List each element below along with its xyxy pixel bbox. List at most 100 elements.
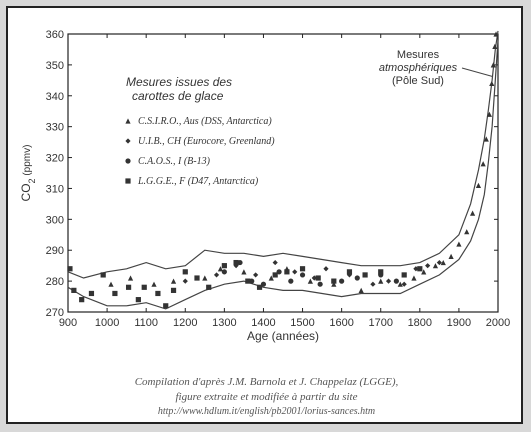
data-point-square <box>71 287 77 293</box>
y-tick-label: 350 <box>46 60 64 72</box>
data-point-triangle <box>483 136 489 142</box>
data-point-square <box>272 272 278 278</box>
data-point-square <box>401 272 407 278</box>
data-point-circle <box>317 281 323 287</box>
data-point-triangle <box>440 259 446 266</box>
y-tick-label: 330 <box>46 122 64 134</box>
data-point-triangle <box>411 275 417 281</box>
data-point-square <box>155 290 161 297</box>
y-tick-label: 320 <box>46 153 64 165</box>
x-tick-label: 1400 <box>251 317 275 329</box>
data-point-square <box>362 272 368 278</box>
data-point-square <box>284 269 290 275</box>
x-tick-label: 900 <box>59 317 77 329</box>
data-point-square <box>299 266 306 272</box>
data-point-triangle <box>127 275 134 281</box>
data-point-triangle <box>202 275 208 281</box>
data-point-circle <box>249 278 255 284</box>
data-point-square <box>378 269 384 275</box>
x-tick-label: 1100 <box>134 317 158 329</box>
data-point-diamond <box>385 278 392 284</box>
data-point-square <box>67 266 73 272</box>
data-point-square <box>206 284 212 290</box>
data-point-circle <box>260 281 267 287</box>
y-tick-label: 310 <box>46 183 64 195</box>
data-point-square <box>315 275 321 281</box>
data-point-triangle <box>331 281 337 287</box>
annotation-line-2: atmosphériques <box>379 62 458 74</box>
legend-marker-diamond <box>125 138 131 144</box>
x-axis-label: Age (années) <box>247 329 319 343</box>
data-point-triangle <box>456 241 462 247</box>
data-point-square <box>221 263 227 269</box>
x-tick-label: 1000 <box>95 317 119 329</box>
data-point-circle <box>393 278 399 284</box>
y-tick-label: 290 <box>46 245 64 257</box>
data-point-circle <box>299 272 306 278</box>
data-point-square <box>163 303 169 309</box>
data-point-square <box>245 278 251 284</box>
data-point-circle <box>276 269 282 275</box>
data-point-square <box>100 272 106 278</box>
data-point-diamond <box>182 278 188 284</box>
data-point-triangle <box>432 263 439 269</box>
y-tick-label: 270 <box>46 307 64 319</box>
data-point-square <box>182 269 188 275</box>
data-point-triangle <box>151 281 157 287</box>
data-point-diamond <box>436 259 442 266</box>
legend-title-line-2: carottes de glace <box>132 89 224 103</box>
x-tick-label: 1200 <box>173 317 197 329</box>
data-point-square <box>125 284 132 290</box>
caption-line-1: Compilation d'après J.M. Barnola et J. C… <box>134 376 399 388</box>
data-point-triangle <box>464 229 470 235</box>
data-point-triangle <box>378 278 384 284</box>
caption-line-2: figure extraite et modifiée à partir du … <box>175 391 358 403</box>
data-point-triangle <box>480 161 486 167</box>
data-point-diamond <box>413 266 419 272</box>
data-point-diamond <box>213 272 220 278</box>
co2-chart: 900 1000 1100 1200 1300 1400 1500 1600 1700 1800 1… <box>19 29 510 343</box>
chart-frame: 900 1000 1100 1200 1300 1400 1500 1600 1700 1800 1… <box>6 6 523 424</box>
data-point-square <box>135 297 141 303</box>
data-point-triangle <box>469 210 476 216</box>
y-tick-label: 360 <box>46 29 64 41</box>
data-point-triangle <box>421 269 427 275</box>
annotation-line-1: Mesures <box>397 49 440 61</box>
data-point-triangle <box>493 31 499 37</box>
data-point-triangle <box>268 275 274 281</box>
x-tick-label: 1300 <box>212 317 236 329</box>
data-point-square <box>331 278 337 284</box>
x-tick-label: 1800 <box>408 317 432 329</box>
data-point-triangle <box>397 281 403 287</box>
data-point-square <box>256 284 263 290</box>
annotation-pointer <box>461 67 493 77</box>
data-point-triangle <box>307 278 313 284</box>
data-point-square <box>233 259 239 266</box>
data-point-square <box>79 297 85 303</box>
x-tick-label: 1900 <box>447 317 471 329</box>
legend-title-line-1: Mesures issues des <box>126 75 232 89</box>
data-point-square <box>346 269 353 275</box>
data-point-square <box>417 266 423 272</box>
data-point-triangle <box>475 182 482 188</box>
data-point-triangle <box>486 111 492 117</box>
y-tick-label: 300 <box>46 214 64 226</box>
envelope-upper-line <box>67 30 499 279</box>
legend-label: L.G.G.E., F (D47, Antarctica) <box>137 176 259 187</box>
y-tick-label: 340 <box>46 91 64 103</box>
x-tick-label: 2000 <box>486 317 510 329</box>
legend-marker-circle <box>125 158 131 164</box>
data-point-triangle <box>217 266 224 272</box>
data-point-diamond <box>233 263 239 269</box>
envelope-lower-line <box>67 40 499 310</box>
y-axis-label: CO2 (ppmv) <box>19 145 37 202</box>
data-point-diamond <box>311 275 317 281</box>
data-point-diamond <box>401 281 407 287</box>
data-point-diamond <box>425 263 431 269</box>
x-tick-label: 1600 <box>329 317 353 329</box>
data-point-square <box>141 284 147 290</box>
data-point-square <box>194 275 200 281</box>
data-point-diamond <box>370 281 376 287</box>
caption-line-3: http://www.hdlum.it/english/pb2001/loriu… <box>157 406 376 417</box>
data-point-triangle <box>490 62 496 68</box>
